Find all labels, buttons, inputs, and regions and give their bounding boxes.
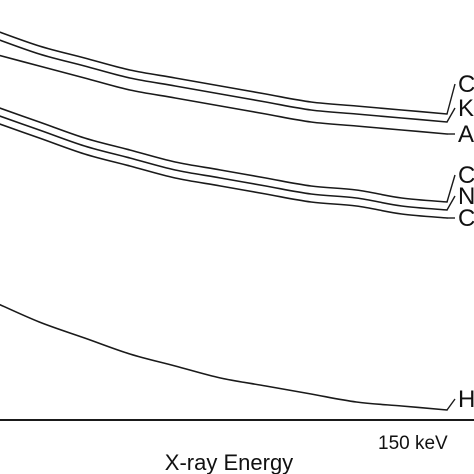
series-label: C xyxy=(458,71,474,98)
series-line xyxy=(0,31,448,115)
series-label: A xyxy=(458,121,474,148)
series-line xyxy=(0,54,448,135)
x-axis-label: X-ray Energy xyxy=(165,450,293,474)
series-line xyxy=(0,115,448,211)
series-line xyxy=(0,303,448,411)
series-label: K xyxy=(458,95,474,122)
series-label: C xyxy=(458,205,474,232)
x-tick-label: 150 keV xyxy=(378,433,448,454)
series-line xyxy=(0,123,448,219)
series-group xyxy=(0,31,456,411)
series-leader-line xyxy=(446,398,456,411)
series-label: N xyxy=(458,183,474,210)
series-leader-line xyxy=(446,107,456,123)
series-leader-line xyxy=(446,195,456,211)
series-leader-line xyxy=(446,83,456,115)
series-label: C xyxy=(458,162,474,189)
series-line xyxy=(0,107,448,203)
series-label: H xyxy=(458,386,474,413)
series-leader-line xyxy=(446,174,456,203)
series-line xyxy=(0,39,448,123)
